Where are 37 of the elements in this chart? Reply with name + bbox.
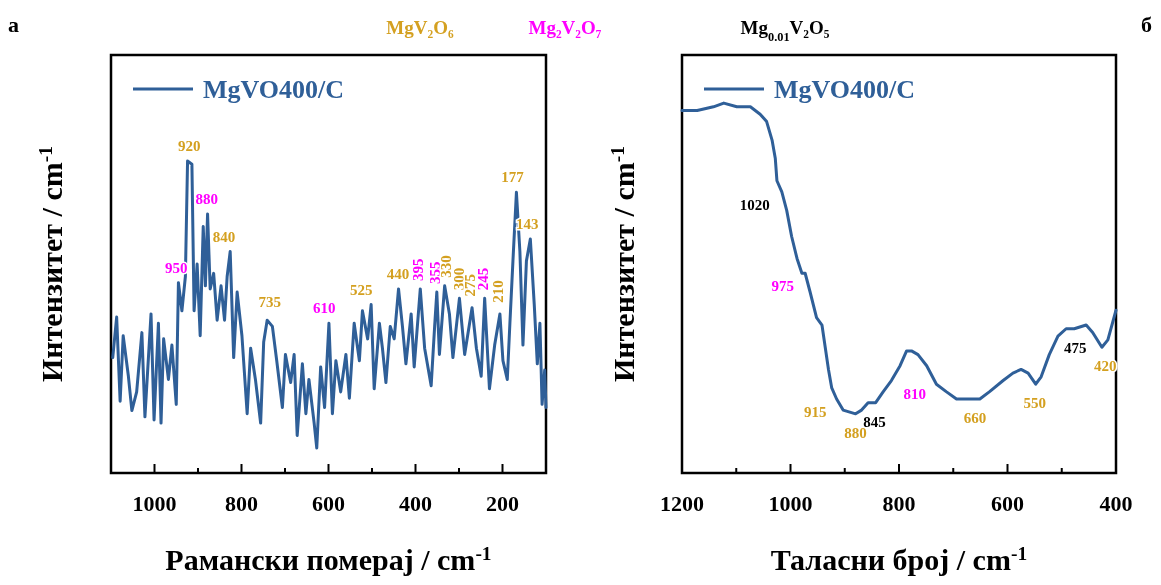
- legend-label: MgVO400/C: [774, 75, 916, 104]
- annotation: 550: [1023, 395, 1046, 412]
- annotation: 210: [490, 280, 507, 303]
- annotation: 660: [963, 410, 987, 427]
- chart-title: б: [1141, 12, 1152, 37]
- x-tick-label: 600: [312, 491, 345, 516]
- x-tick-label: 200: [486, 491, 519, 516]
- annotation: 395: [409, 258, 426, 281]
- annotation: 920: [178, 138, 201, 155]
- annotation: 840: [212, 228, 236, 245]
- legend-label: MgVO400/C: [203, 75, 345, 104]
- annotation: 810: [903, 385, 927, 402]
- x-tick-label: 800: [225, 491, 258, 516]
- x-axis-title: Таласни број / cm$^{-1}$: [770, 542, 1028, 576]
- annotation: 1020: [739, 196, 770, 213]
- x-tick-label: 400: [399, 491, 432, 516]
- x-axis-title: Рамански померај / cm$^{-1}$: [165, 542, 492, 576]
- annotation: 610: [312, 300, 336, 317]
- annotation: 735: [258, 294, 282, 311]
- text: MgV₂O₆: [386, 17, 454, 38]
- annotation: 975: [771, 278, 795, 295]
- annotation: 475: [1064, 339, 1087, 356]
- x-tick-label: 1000: [768, 491, 813, 516]
- x-tick-label: 800: [882, 491, 916, 516]
- text: Mg$_{0.01}$V₂O₅: [740, 17, 830, 44]
- annotation: 245: [474, 267, 491, 291]
- chart-title: а: [8, 12, 19, 37]
- annotation: 440: [386, 265, 410, 282]
- x-tick-label: 1000: [132, 491, 177, 516]
- text: Mg₂V₂O₇: [528, 17, 602, 38]
- x-tick-label: 600: [991, 491, 1024, 516]
- annotation: 177: [501, 169, 525, 186]
- annotation: 915: [804, 404, 827, 421]
- x-tick-label: 400: [1099, 491, 1133, 516]
- annotation: 880: [195, 191, 218, 208]
- annotation: 525: [349, 281, 373, 298]
- x-tick-label: 1200: [660, 491, 704, 516]
